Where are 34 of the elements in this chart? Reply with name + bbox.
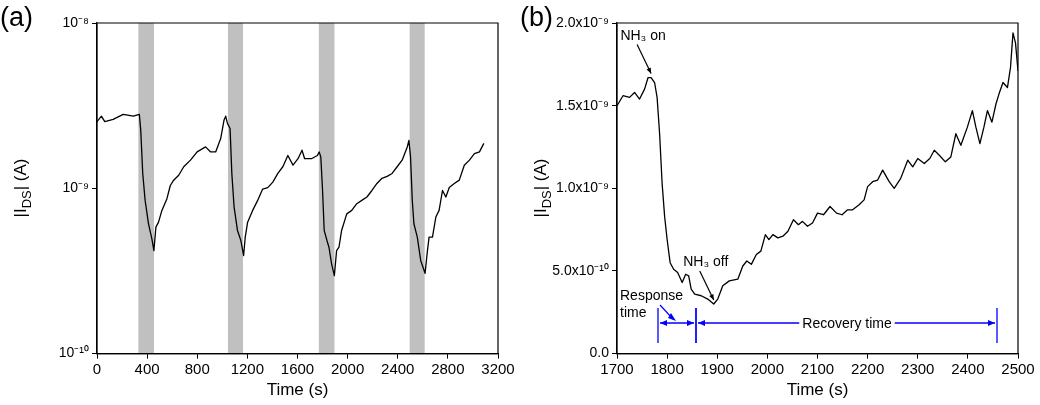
- x-tick-label: 1200: [230, 359, 265, 377]
- x-tick-label: 2800: [431, 359, 465, 377]
- y-tick-label: 10⁻¹⁰: [58, 344, 89, 361]
- x-tick-label: 2000: [750, 359, 785, 377]
- x-tick-label: 2000: [330, 359, 365, 377]
- x-axis-title: Time (s): [786, 380, 849, 400]
- x-tick-label: 2400: [381, 359, 415, 377]
- y-tick-label: 1.0x10⁻⁹: [555, 179, 609, 196]
- x-tick-label: 1800: [650, 359, 684, 377]
- annotation: NH₃ off: [683, 253, 729, 270]
- x-tick-label: 2500: [1001, 359, 1035, 377]
- x-tick-label: 2100: [800, 359, 835, 377]
- annotation: NH₃ on: [620, 26, 666, 43]
- chart-title: (a): [0, 2, 33, 33]
- x-tick-label: 2400: [951, 359, 985, 377]
- x-tick-label: 0: [92, 359, 102, 377]
- x-tick-label: 1600: [280, 359, 315, 377]
- y-tick-label: 10⁻⁹: [62, 179, 89, 196]
- x-tick-label: 1900: [700, 359, 734, 377]
- y-tick-label: 1.5x10⁻⁹: [555, 96, 609, 113]
- x-tick-label: 3200: [481, 359, 515, 377]
- y-tick-label: 0.0: [589, 344, 610, 361]
- y-tick-label: 2.0x10⁻⁹: [555, 13, 609, 30]
- annotation: Recovery time: [802, 315, 892, 331]
- x-tick-label: 2300: [901, 359, 935, 377]
- annotation: Response time: [620, 287, 684, 320]
- y-tick-label: 5.0x10⁻¹⁰: [552, 261, 609, 278]
- y-tick-label: 10⁻⁸: [62, 13, 90, 30]
- x-tick-label: 800: [184, 359, 210, 377]
- x-tick-label: 1700: [600, 359, 634, 377]
- chart-title: (b): [520, 2, 553, 33]
- x-tick-label: 2200: [850, 359, 885, 377]
- x-tick-label: 400: [134, 359, 160, 377]
- x-axis-title: Time (s): [266, 380, 329, 400]
